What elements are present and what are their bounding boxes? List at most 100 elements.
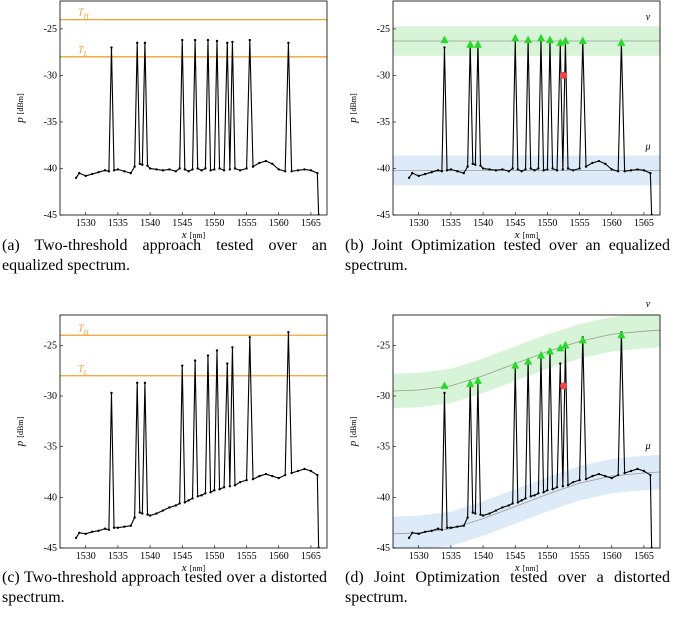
spectrum-point [196, 167, 199, 170]
band [393, 454, 660, 548]
spectrum-point [636, 168, 639, 171]
plot-frame [392, 0, 661, 216]
y-tick-label: -40 [44, 163, 57, 174]
y-axis-name: p [347, 440, 359, 447]
y-axis-unit: [dBm] [349, 416, 358, 437]
x-axis-unit: [nm] [523, 231, 539, 240]
band-center [393, 329, 660, 392]
spectrum-point [148, 167, 152, 170]
accepted-marker [524, 35, 533, 44]
spectrum-point [193, 359, 197, 362]
y-tick-label: -40 [377, 163, 390, 174]
y-tick-label: -45 [44, 210, 57, 221]
spectrum-point [277, 168, 280, 171]
spectrum-point [610, 168, 613, 171]
y-axis-name: p [347, 117, 359, 124]
spectrum-point [566, 483, 570, 487]
x-tick-label: 1545 [172, 218, 192, 229]
spectrum-point [471, 511, 474, 514]
spectrum-point [566, 167, 570, 170]
spectrum-point [407, 536, 411, 540]
spectrum-point [411, 171, 414, 175]
spectrum-point [546, 168, 549, 171]
threshold-sub: L [83, 50, 88, 58]
spectrum-point [462, 524, 465, 527]
spectrum-point [204, 167, 207, 170]
spectrum-point [411, 531, 414, 535]
accepted-marker [511, 361, 520, 369]
spectrum-point [264, 472, 268, 476]
accepted-marker [440, 381, 449, 389]
y-axis-name: p [14, 117, 26, 124]
threshold-label: TL [78, 364, 88, 377]
threshold-name: T [78, 45, 85, 56]
accepted-marker [545, 346, 554, 355]
spectrum-point [623, 170, 626, 173]
x-tick-label: 1540 [473, 551, 493, 562]
spectrum-point [533, 494, 536, 497]
y-tick-label: -40 [44, 492, 57, 503]
x-axis-name: x [181, 562, 187, 574]
spectrum-point [138, 511, 141, 514]
band-label: μ [644, 141, 650, 152]
rejected-marker [559, 71, 567, 79]
spectrum-point [555, 169, 559, 172]
spectrum-point [193, 38, 197, 42]
plot-area [393, 26, 660, 215]
spectrum-point [507, 504, 511, 507]
x-tick-label: 1530 [76, 218, 96, 229]
spectrum-point [84, 532, 87, 536]
spectrum-point [97, 171, 100, 174]
x-tick-label: 1545 [172, 551, 192, 562]
spectrum-point [271, 474, 274, 478]
spectrum-point [584, 477, 588, 481]
spectrum-point [146, 164, 149, 167]
spectrum-point [520, 170, 523, 173]
rejected-marker [559, 382, 567, 390]
spectrum-point [642, 169, 646, 172]
x-tick-label: 1545 [505, 551, 525, 562]
spectrum-point [218, 167, 221, 170]
spectrum-point [107, 170, 111, 173]
spectrum-line [75, 40, 320, 215]
accepted-marker [578, 335, 587, 344]
x-tick-label: 1565 [634, 551, 654, 562]
spectrum-point [103, 169, 107, 172]
spectrum-point [187, 170, 190, 173]
spectrum-point [218, 488, 221, 491]
spectrum-point [430, 529, 433, 532]
spectrum-point [110, 46, 113, 49]
y-tick-label: -35 [44, 117, 57, 128]
spectrum-point [623, 471, 626, 475]
spectrum-point [90, 172, 94, 176]
spectrum-point [97, 529, 100, 532]
spectrum-point [430, 171, 433, 174]
spectrum-point [610, 476, 613, 480]
x-axis-label: x [nm] [514, 562, 539, 574]
spectrum-point [445, 169, 449, 172]
spectrum-point [407, 176, 411, 179]
band-label: ν [646, 299, 651, 310]
accepted-marker [536, 351, 545, 359]
spectrum-point [591, 161, 594, 165]
spectrum-point [571, 169, 575, 172]
spectrum-point [206, 354, 210, 357]
spectrum-point [511, 167, 514, 170]
spectrum-point [516, 168, 520, 171]
spectrum-point [143, 381, 147, 385]
spectrum-point [494, 169, 498, 172]
x-tick-label: 1550 [204, 551, 224, 562]
accepted-marker [578, 36, 587, 45]
spectrum-point [591, 474, 594, 478]
band-center [393, 471, 660, 535]
x-tick-label: 1545 [505, 218, 525, 229]
spectrum-point [245, 478, 248, 482]
x-axis-label: x [nm] [181, 229, 206, 241]
spectrum-point [264, 159, 268, 163]
spectrum-point [551, 488, 554, 491]
spectrum-point [309, 169, 313, 172]
spectrum-point [238, 480, 242, 484]
spectrum-point [456, 525, 459, 528]
accepted-marker [466, 379, 475, 387]
